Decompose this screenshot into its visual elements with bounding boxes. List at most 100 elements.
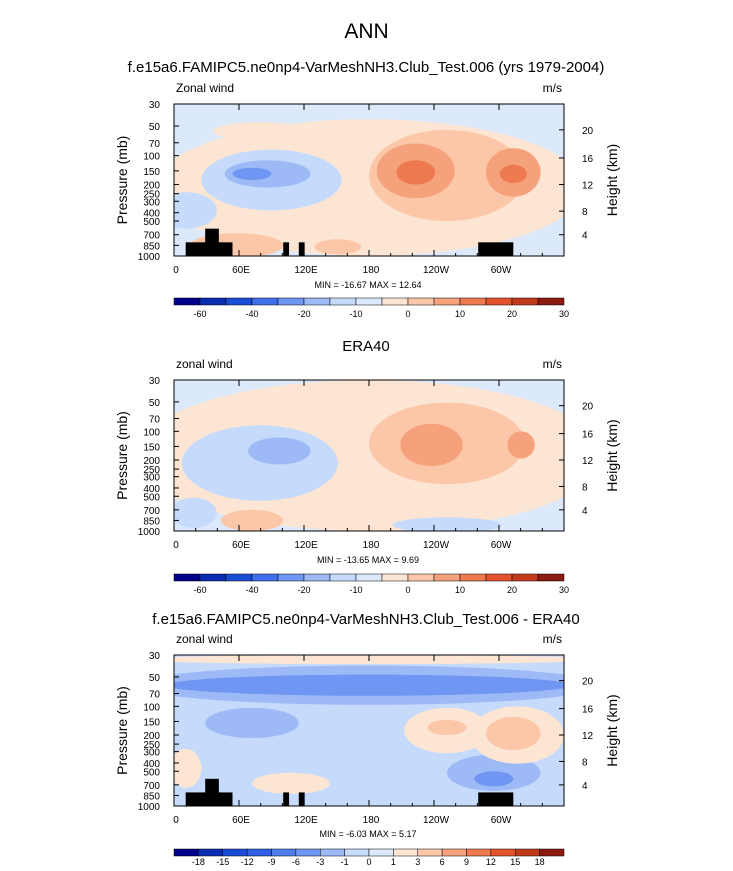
contour-field (174, 655, 564, 806)
colorbar-swatch (485, 297, 513, 306)
height-tick-label: 20 (582, 677, 594, 688)
colorbar-swatch (222, 848, 248, 857)
colorbar-swatch (355, 297, 383, 306)
contour-region (392, 517, 502, 531)
colorbar-label: 0 (405, 585, 410, 595)
y-tick-label: 400 (143, 759, 160, 770)
x-tick-label: 60W (491, 540, 512, 551)
panel-1-title: f.e15a6.FAMIPC5.ne0np4-VarMeshNH3.Club_T… (128, 59, 605, 76)
colorbar-label: -3 (316, 857, 324, 867)
x-tick-label: 60W (491, 265, 512, 276)
contour-region (174, 674, 564, 696)
colorbar-swatch (417, 848, 443, 857)
contour-region (181, 425, 338, 501)
y-tick-label: 1000 (138, 252, 161, 263)
y-tick-label: 50 (149, 122, 161, 133)
y-tick-label: 400 (143, 484, 160, 495)
x-tick-label: 0 (173, 265, 179, 276)
contour-field (174, 380, 564, 531)
y-tick-label: 850 (143, 791, 160, 802)
height-tick-label: 12 (582, 456, 594, 467)
colorbar-swatch (329, 297, 357, 306)
y-tick-label: 50 (149, 398, 161, 409)
y-tick-label: 250 (143, 740, 160, 751)
y-axis-title: Pressure (mb) (114, 686, 130, 775)
colorbar-label: 9 (464, 857, 469, 867)
y-axis-title: Pressure (mb) (114, 411, 130, 500)
colorbar-label: -1 (341, 857, 349, 867)
colorbar-swatch (344, 848, 370, 857)
contour-region (232, 167, 272, 180)
colorbar-label: 3 (415, 857, 420, 867)
x-tick-label: 120W (423, 815, 450, 826)
colorbar-swatch (490, 848, 516, 857)
y-tick-label: 500 (143, 492, 160, 503)
stats-label: MIN = -6.03 MAX = 5.17 (319, 829, 416, 839)
x-tick-label: 120E (294, 815, 318, 826)
y-tick-label: 70 (149, 415, 161, 426)
colorbar-swatch (199, 573, 227, 582)
y-tick-label: 500 (143, 767, 160, 778)
colorbar-swatch (251, 297, 279, 306)
topography (205, 228, 219, 256)
x-tick-label: 60W (491, 815, 512, 826)
x-tick-label: 60E (232, 540, 250, 551)
height-tick-label: 4 (582, 506, 588, 517)
colorbar-swatch (303, 573, 331, 582)
colorbar-swatch (511, 573, 539, 582)
colorbar-swatch (320, 848, 345, 857)
height-tick-label: 16 (582, 430, 594, 441)
colorbar-swatch (381, 297, 409, 306)
colorbar-swatch (511, 297, 539, 306)
colorbar-swatch (485, 573, 513, 582)
contour-region (474, 771, 514, 787)
panel-3-left-string: zonal wind (176, 632, 233, 646)
colorbar-swatch (441, 848, 467, 857)
y-tick-label: 150 (143, 717, 160, 728)
colorbar-swatch (295, 848, 321, 857)
y-tick-label: 30 (149, 100, 161, 111)
contour-field (174, 119, 564, 256)
contour-region (314, 239, 362, 255)
panel-2-left-string: zonal wind (176, 357, 233, 371)
contour-region (499, 164, 527, 184)
x-tick-label: 180 (363, 265, 380, 276)
colorbar-swatch (246, 848, 272, 857)
y-tick-label: 700 (143, 781, 160, 792)
panel-3-units: m/s (543, 632, 562, 646)
x-tick-label: 0 (173, 540, 179, 551)
y-axis-title: Pressure (mb) (114, 136, 130, 225)
topography (478, 792, 514, 806)
panel-1-left-string: Zonal wind (176, 81, 234, 95)
x-tick-label: 180 (363, 540, 380, 551)
colorbar-label: 0 (366, 857, 371, 867)
contour-region (507, 431, 535, 459)
contour-region (486, 716, 541, 751)
colorbar-swatch (515, 848, 540, 857)
colorbar-label: 15 (510, 857, 520, 867)
colorbar-swatch (303, 297, 331, 306)
colorbar-swatch (173, 297, 201, 306)
y-tick-label: 300 (143, 197, 160, 208)
stats-label: MIN = -13.65 MAX = 9.69 (317, 555, 419, 565)
colorbar-label: -60 (193, 585, 206, 595)
colorbar-label: 18 (535, 857, 545, 867)
x-tick-label: 180 (363, 815, 380, 826)
topography (205, 778, 219, 806)
topography (298, 792, 305, 806)
colorbar-swatch (459, 297, 487, 306)
height-tick-label: 8 (582, 207, 588, 218)
y-tick-label: 400 (143, 209, 160, 220)
topography (283, 242, 290, 256)
colorbar-swatch (433, 297, 461, 306)
colorbar-label: 30 (559, 309, 569, 319)
colorbar-label: 30 (559, 585, 569, 595)
y-tick-label: 300 (143, 473, 160, 484)
colorbar-swatch (173, 848, 199, 857)
height-tick-label: 20 (582, 402, 594, 413)
colorbar-label: -40 (245, 309, 258, 319)
colorbar-swatch (225, 573, 253, 582)
colorbar-label: -6 (292, 857, 300, 867)
contour-region (248, 437, 311, 465)
